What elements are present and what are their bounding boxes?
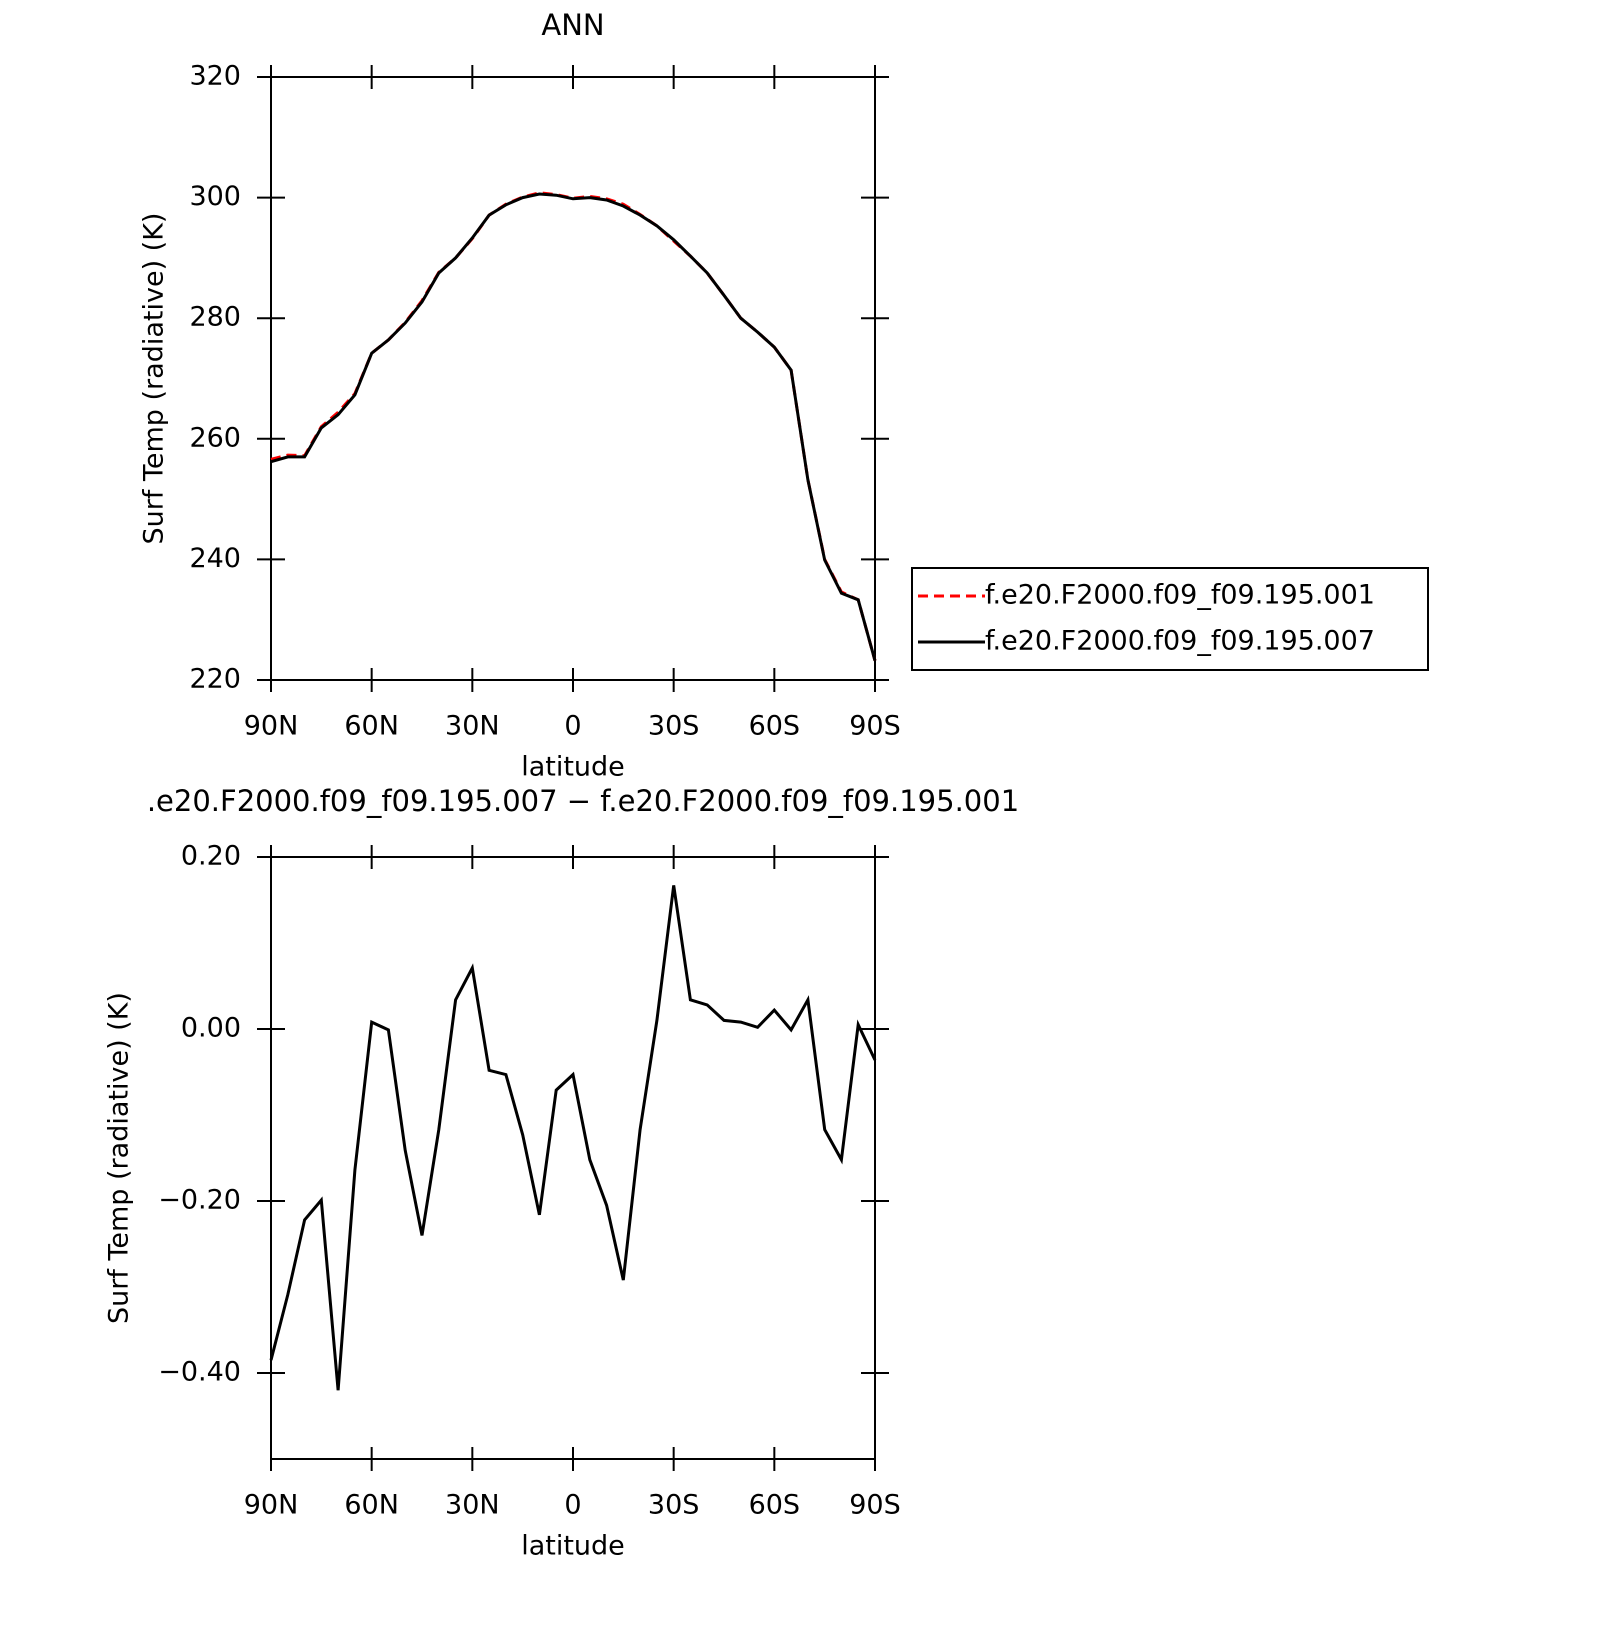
- y-tick-label: 0.20: [181, 841, 241, 872]
- x-axis-label: latitude: [521, 1531, 625, 1562]
- data-line: [270, 191, 877, 662]
- x-tick-label: 0: [564, 1490, 581, 1521]
- y-tick-label: −0.40: [158, 1357, 241, 1388]
- x-tick-label: 60N: [344, 711, 399, 742]
- x-tick-label: 0: [564, 711, 581, 742]
- x-tick-label: 90S: [849, 711, 901, 742]
- y-tick-label: 240: [189, 543, 241, 574]
- y-axis-label: Surf Temp (radiative) (K): [139, 213, 170, 545]
- y-axis-label: Surf Temp (radiative) (K): [104, 992, 135, 1324]
- legend-label: f.e20.F2000.f09_f09.195.001: [985, 580, 1375, 611]
- x-tick-label: 30N: [445, 711, 500, 742]
- x-tick-label: 90N: [244, 1490, 299, 1521]
- y-tick-label: 260: [189, 422, 241, 453]
- y-tick-label: 320: [189, 61, 241, 92]
- y-tick-label: 0.00: [181, 1013, 241, 1044]
- x-axis-label: latitude: [521, 752, 625, 783]
- y-tick-label: 280: [189, 302, 241, 333]
- plot-frame: [270, 856, 876, 1460]
- data-line: [269, 885, 877, 1391]
- legend-box: [911, 567, 1429, 671]
- y-tick-label: 220: [189, 664, 241, 695]
- chart-title: ANN: [541, 8, 604, 42]
- data-line: [270, 192, 877, 662]
- x-tick-label: 30S: [648, 1490, 700, 1521]
- chart-title: .e20.F2000.f09_f09.195.007 − f.e20.F2000…: [147, 784, 1019, 818]
- x-tick-label: 30N: [445, 1490, 500, 1521]
- x-tick-label: 60S: [749, 1490, 801, 1521]
- x-tick-label: 60N: [344, 1490, 399, 1521]
- x-tick-label: 90S: [849, 1490, 901, 1521]
- x-tick-label: 30S: [648, 711, 700, 742]
- legend-label: f.e20.F2000.f09_f09.195.007: [985, 626, 1375, 657]
- y-tick-label: 300: [189, 181, 241, 212]
- y-tick-label: −0.20: [158, 1185, 241, 1216]
- x-tick-label: 90N: [244, 711, 299, 742]
- x-tick-label: 60S: [749, 711, 801, 742]
